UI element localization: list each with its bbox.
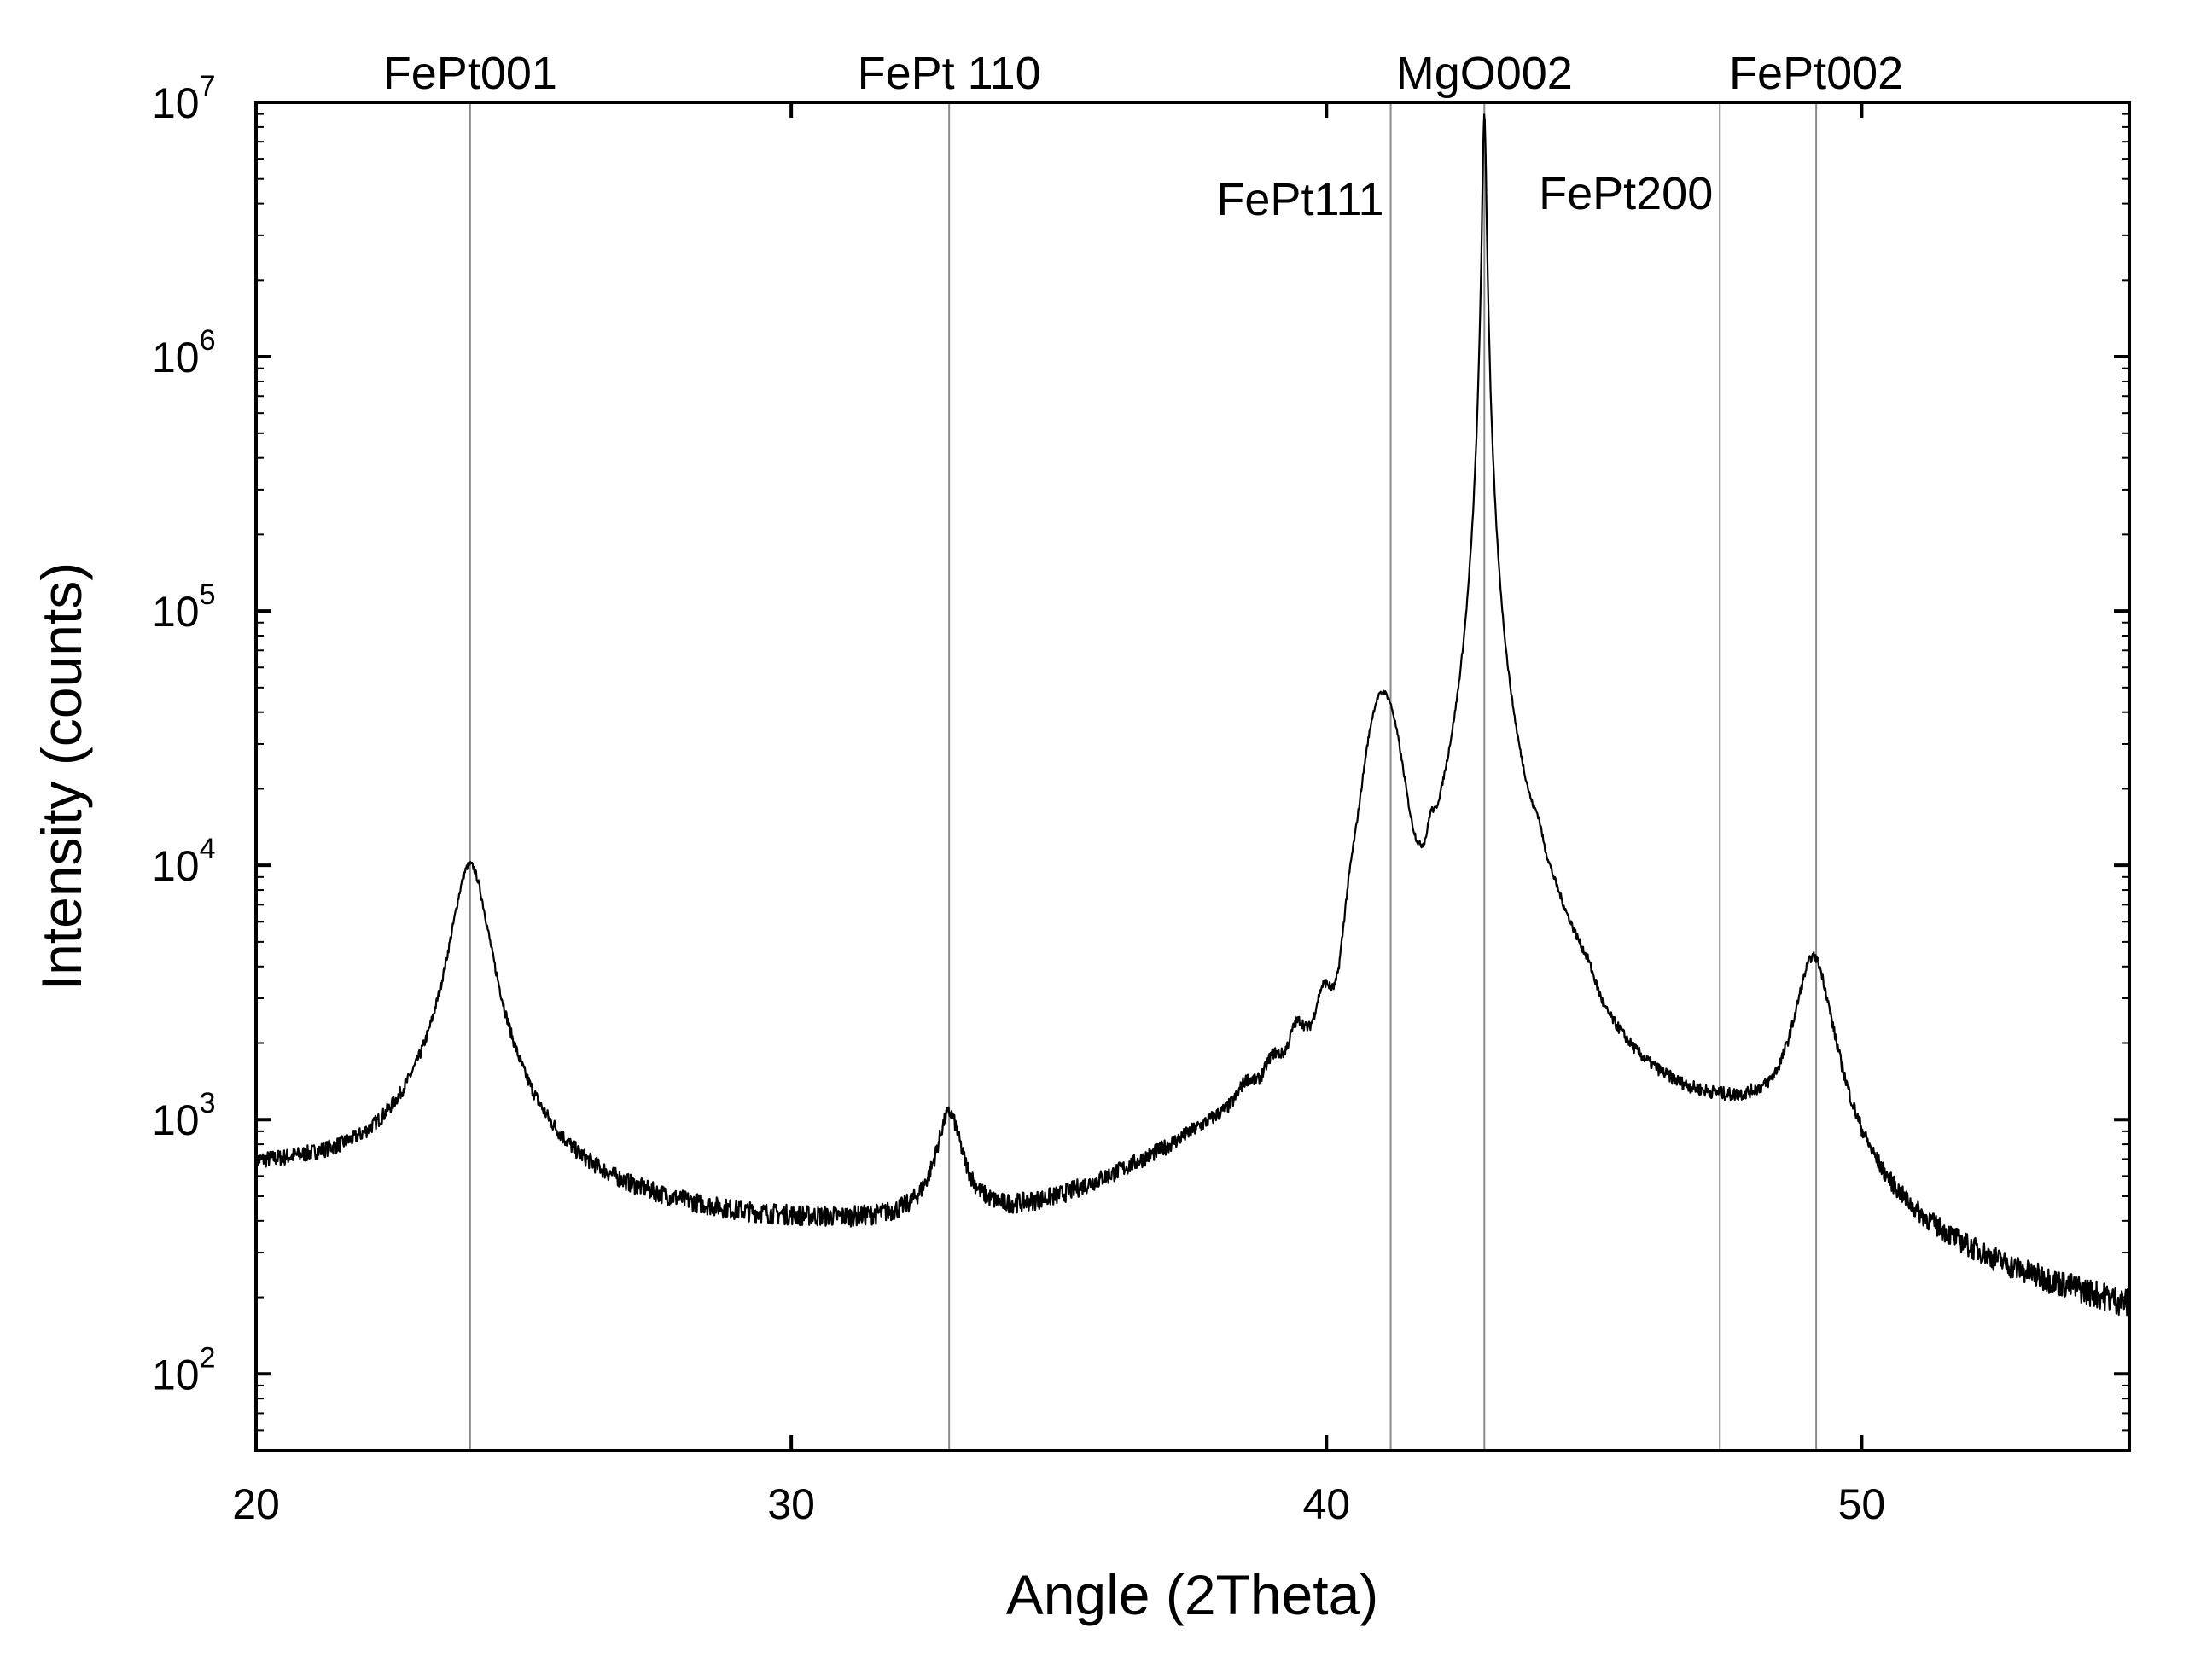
reference-lines	[469, 102, 1818, 1450]
x-axis: 20 30 40 50	[232, 102, 1885, 1528]
peak-labels: FePt001 FePt 110 FePt111 MgO002 FePt200 FePt0…	[383, 48, 1903, 225]
peak-label-fept111: FePt111	[1216, 174, 1383, 225]
series-line-xrd-scan	[254, 113, 2131, 1317]
y-axis-title: Intensity (counts)	[30, 562, 93, 991]
peak-label-fept-110: FePt 110	[858, 48, 1041, 99]
x-axis-title: Angle (2Theta)	[1006, 1563, 1379, 1626]
y-tick-label: 106	[152, 324, 216, 381]
plot-frame	[254, 101, 2131, 1452]
y-tick-label: 104	[152, 833, 216, 890]
peak-label-fept200: FePt200	[1539, 168, 1713, 219]
peak-label-fept002: FePt002	[1729, 48, 1903, 99]
x-tick-label: 30	[767, 1480, 815, 1528]
y-tick-label: 103	[152, 1087, 216, 1144]
y-tick-label: 102	[152, 1341, 216, 1398]
peak-label-mgo002: MgO002	[1396, 48, 1573, 99]
x-tick-label: 20	[232, 1480, 280, 1528]
peak-label-fept001: FePt001	[383, 48, 557, 99]
y-tick-label: 107	[152, 70, 216, 127]
y-axis: 102 103 104 105 106 107	[152, 70, 2129, 1451]
x-tick-label: 50	[1838, 1480, 1886, 1528]
x-tick-label: 40	[1302, 1480, 1350, 1528]
y-tick-label: 105	[152, 578, 216, 636]
